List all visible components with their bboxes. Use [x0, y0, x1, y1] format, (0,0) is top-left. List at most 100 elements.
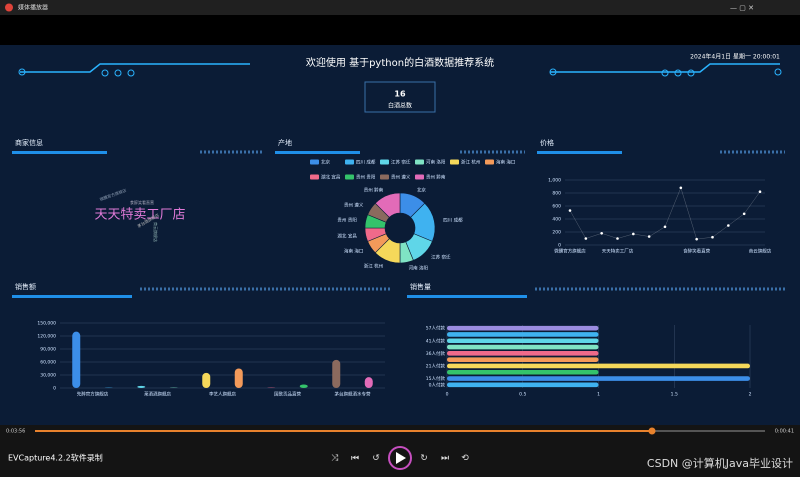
total-value: 16 [394, 90, 406, 99]
y-tick-label: 36人付款 [426, 350, 446, 357]
legend-label: 江苏 宿迁 [391, 159, 411, 166]
price-point [584, 237, 588, 240]
y-tick-label: 0 [53, 386, 56, 392]
x-tick-label: 先醉官方旗舰店 [77, 391, 109, 398]
slice-label: 湖北 宜昌 [337, 232, 356, 239]
bar [234, 368, 243, 388]
hbar [447, 344, 599, 350]
seek-thumb[interactable] [648, 427, 656, 435]
y-tick-label: 60,000 [40, 360, 56, 366]
legend-swatch [415, 159, 424, 165]
price-point [695, 237, 698, 241]
legend-swatch [450, 159, 459, 165]
y-tick-label: 41人付款 [426, 337, 446, 344]
hbar [447, 338, 599, 344]
legend-label: 四川 成都 [356, 159, 376, 166]
x-tick-label: 0.5 [519, 392, 526, 398]
hbar [447, 369, 599, 375]
y-tick-label: 200 [552, 230, 561, 236]
header-decor [18, 63, 782, 113]
y-tick-label: 150,000 [37, 321, 56, 327]
legend-label: 河南 洛阳 [426, 159, 446, 166]
x-tick-label: 食醉笑看直营 [683, 248, 710, 255]
dashboard-title: 欢迎使用 基于python的白酒数据推荐系统 [306, 56, 494, 69]
title-bar [0, 0, 800, 15]
legend-swatch [415, 174, 424, 180]
hbar [447, 382, 599, 388]
window-title: 媒体播放器 [18, 4, 48, 12]
datetime: 2024年4月1日 星期一 20:00:01 [690, 53, 780, 61]
hbar [447, 351, 599, 356]
watermark: CSDN @计算机Java毕业设计 [647, 456, 793, 470]
window-controls[interactable]: — ▢ ✕ [730, 4, 754, 12]
price-point [679, 186, 683, 190]
price-point [632, 232, 635, 236]
slice-label: 海南 海口 [344, 247, 363, 254]
next-button[interactable]: ⏭ [441, 454, 449, 464]
legend-label: 湖北 宜昌 [321, 174, 340, 181]
legend-swatch [380, 159, 389, 165]
slice-label: 贵州 黔南 [364, 187, 384, 194]
hbar [447, 376, 750, 381]
bar [364, 377, 373, 388]
play-button[interactable] [388, 446, 412, 470]
legend-swatch [345, 174, 354, 180]
price-point [742, 212, 746, 216]
panel-title: 商家信息 [15, 138, 43, 147]
x-tick-label: 商云旗舰店 [749, 248, 772, 255]
y-tick-label: 1,000 [548, 178, 561, 184]
y-tick-label: 90,000 [40, 347, 56, 353]
forward-button[interactable]: ↻ [420, 454, 428, 464]
price-point [663, 225, 667, 229]
price-point [727, 224, 730, 227]
y-tick-label: 0人付款 [429, 381, 446, 388]
bar [72, 331, 81, 388]
repeat-button[interactable]: ⟲ [461, 454, 469, 464]
price-point [600, 232, 603, 235]
x-tick-label: 2 [749, 392, 752, 398]
bar [299, 384, 308, 388]
shuffle-button[interactable]: ⤨ [331, 454, 339, 464]
y-tick-label: 15人付款 [426, 375, 446, 382]
slice-label: 贵州 贵阳 [337, 217, 357, 224]
x-tick-label: 天天特卖工厂店 [602, 248, 634, 255]
hbar [447, 357, 599, 362]
price-point [711, 235, 714, 239]
wordcloud-word: 商云旗舰店 [153, 222, 159, 242]
legend-label: 海南 海口 [496, 159, 515, 166]
panel-title: 产地 [278, 138, 292, 147]
x-tick-label: 1 [597, 392, 600, 398]
wordcloud-word: 天天特卖工厂店 [94, 208, 185, 223]
y-tick-label: 600 [552, 204, 561, 210]
legend-swatch [380, 174, 389, 180]
legend-swatch [345, 159, 354, 165]
bar [137, 385, 146, 388]
slice-label: 北京 [417, 187, 426, 194]
y-tick-label: 0 [558, 243, 561, 249]
panel-title: 销售额 [15, 282, 36, 291]
prev-button[interactable]: ⏮ [351, 454, 359, 464]
hbar [447, 325, 599, 331]
hbar [447, 363, 750, 369]
x-tick-label: 茅台旗舰酒水专营 [335, 391, 371, 398]
legend-label: 贵州 遵义 [391, 174, 411, 181]
hbar [447, 332, 599, 337]
duration: 0:00:41 [775, 429, 794, 435]
y-tick-label: 120,000 [37, 334, 56, 340]
back-button[interactable]: ↺ [372, 454, 380, 464]
price-point [616, 237, 619, 240]
pie-slice [374, 192, 401, 218]
controls: ⤨ ⏮ ↺ ↻ ⏭ ⟲ [331, 446, 469, 470]
x-tick-label: 1.5 [671, 392, 678, 398]
x-tick-label: 微醺官方旗舰店 [554, 248, 586, 255]
panel-title: 价格 [540, 138, 554, 147]
x-tick-label: 李艺人旗舰店 [209, 391, 236, 398]
legend-swatch [485, 159, 494, 165]
y-tick-label: 400 [552, 217, 561, 223]
price-point [647, 235, 651, 238]
legend-swatch [310, 159, 319, 165]
play-icon [396, 452, 406, 464]
